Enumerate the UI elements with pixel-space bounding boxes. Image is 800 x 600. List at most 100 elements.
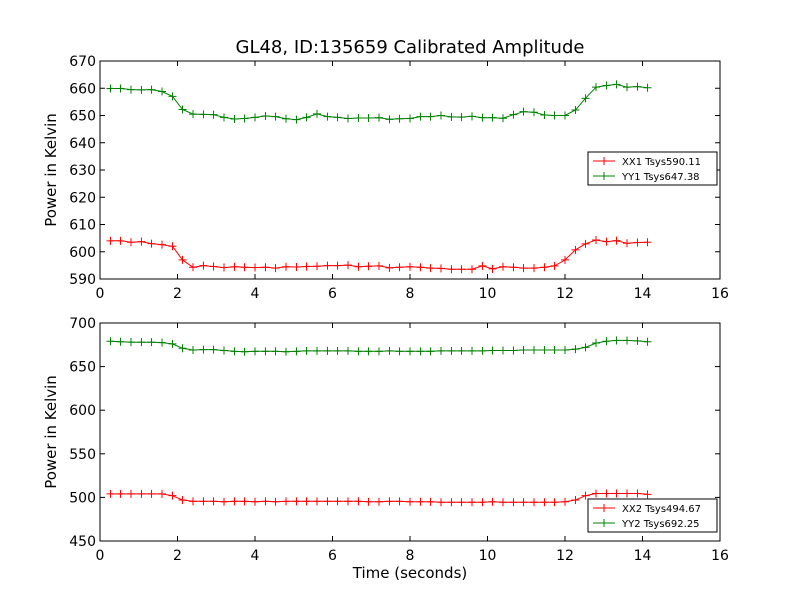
data-point-marker — [509, 263, 518, 272]
y-axis-label: Power in Kelvin — [42, 113, 60, 227]
data-point-marker — [292, 115, 301, 124]
y-tick-label: 610 — [69, 218, 96, 234]
data-point-marker — [612, 489, 621, 498]
data-point-marker — [437, 498, 445, 507]
data-point-marker — [354, 497, 363, 506]
data-point-marker — [282, 262, 290, 271]
data-point-marker — [519, 346, 528, 355]
data-point-marker — [271, 112, 280, 121]
x-tick-label: 14 — [634, 286, 652, 302]
data-point-marker — [406, 497, 414, 506]
data-point-marker — [282, 497, 290, 506]
data-point-marker — [426, 497, 435, 506]
data-point-marker — [540, 263, 549, 272]
data-point-marker — [333, 261, 342, 270]
data-point-marker — [261, 112, 270, 121]
data-point-marker — [457, 265, 466, 274]
y-tick-label: 650 — [69, 109, 96, 125]
legend-box — [587, 498, 718, 533]
data-point-marker — [127, 338, 135, 347]
data-point-marker — [395, 347, 404, 356]
data-point-marker — [199, 110, 208, 119]
data-point-marker — [313, 497, 321, 506]
data-point-marker — [364, 497, 373, 506]
data-point-marker — [364, 113, 373, 122]
data-point-marker — [116, 84, 125, 93]
data-point-marker — [406, 114, 414, 123]
y-tick-label: 550 — [69, 447, 96, 463]
x-tick-label: 2 — [173, 548, 182, 564]
data-point-marker — [158, 489, 166, 498]
data-point-marker — [581, 239, 590, 248]
data-point-marker — [447, 346, 456, 355]
data-point-marker — [581, 343, 590, 352]
data-point-marker — [447, 112, 456, 121]
data-point-marker — [395, 497, 404, 506]
data-point-marker — [602, 337, 611, 346]
data-point-marker — [354, 262, 363, 271]
y-tick-label: 600 — [69, 245, 96, 261]
data-point-marker — [333, 113, 342, 122]
data-point-marker — [550, 346, 559, 355]
data-point-marker — [209, 345, 218, 354]
data-point-marker — [271, 264, 280, 273]
x-tick-label: 10 — [479, 286, 497, 302]
data-point-marker — [385, 497, 394, 506]
data-point-marker — [147, 85, 156, 94]
data-point-marker — [416, 112, 425, 121]
data-point-marker — [137, 338, 146, 347]
data-point-marker — [385, 263, 394, 272]
data-point-marker — [530, 498, 538, 507]
data-point-marker — [478, 261, 487, 270]
data-point-marker — [127, 489, 135, 498]
data-point-marker — [168, 339, 177, 348]
data-point-marker — [106, 337, 115, 346]
data-point-marker — [612, 236, 621, 245]
data-point-marker — [633, 238, 642, 247]
data-point-marker — [230, 347, 239, 356]
chart-title: GL48, ID:135659 Calibrated Amplitude — [236, 37, 585, 58]
x-axis-label: Time (seconds) — [352, 564, 468, 582]
data-point-marker — [447, 265, 456, 274]
data-point-marker — [468, 265, 476, 274]
data-point-marker — [209, 110, 218, 119]
data-point-marker — [364, 347, 373, 356]
y-tick-label: 650 — [69, 360, 96, 376]
x-tick-label: 4 — [251, 286, 260, 302]
x-tick-label: 16 — [711, 548, 729, 564]
data-point-marker — [395, 114, 404, 123]
data-point-marker — [323, 112, 332, 121]
data-point-marker — [416, 263, 425, 272]
data-point-marker — [189, 263, 197, 272]
data-point-marker — [571, 345, 580, 354]
data-point-marker — [385, 115, 394, 124]
x-tick-label: 10 — [479, 548, 497, 564]
data-point-marker — [220, 113, 228, 122]
data-point-marker — [106, 84, 115, 93]
data-point-marker — [116, 489, 125, 498]
data-point-marker — [344, 346, 352, 355]
y-axis-label: Power in Kelvin — [42, 375, 60, 489]
data-point-marker — [602, 237, 611, 246]
data-point-marker — [147, 338, 156, 347]
data-point-marker — [158, 87, 166, 96]
x-tick-label: 6 — [328, 286, 337, 302]
data-point-marker — [602, 81, 611, 90]
data-point-marker — [571, 106, 580, 115]
data-point-marker — [261, 347, 270, 356]
data-point-marker — [333, 497, 342, 506]
data-point-marker — [323, 261, 332, 270]
data-point-marker — [426, 112, 435, 121]
data-point-marker — [313, 346, 321, 355]
data-point-marker — [292, 263, 301, 272]
data-point-marker — [571, 496, 580, 505]
data-point-marker — [251, 347, 259, 356]
data-point-marker — [147, 239, 156, 248]
data-point-marker — [261, 263, 270, 272]
x-tick-label: 8 — [406, 548, 415, 564]
data-point-marker — [178, 105, 187, 114]
data-point-marker — [375, 261, 383, 270]
data-point-marker — [158, 338, 166, 347]
data-point-marker — [395, 263, 404, 272]
